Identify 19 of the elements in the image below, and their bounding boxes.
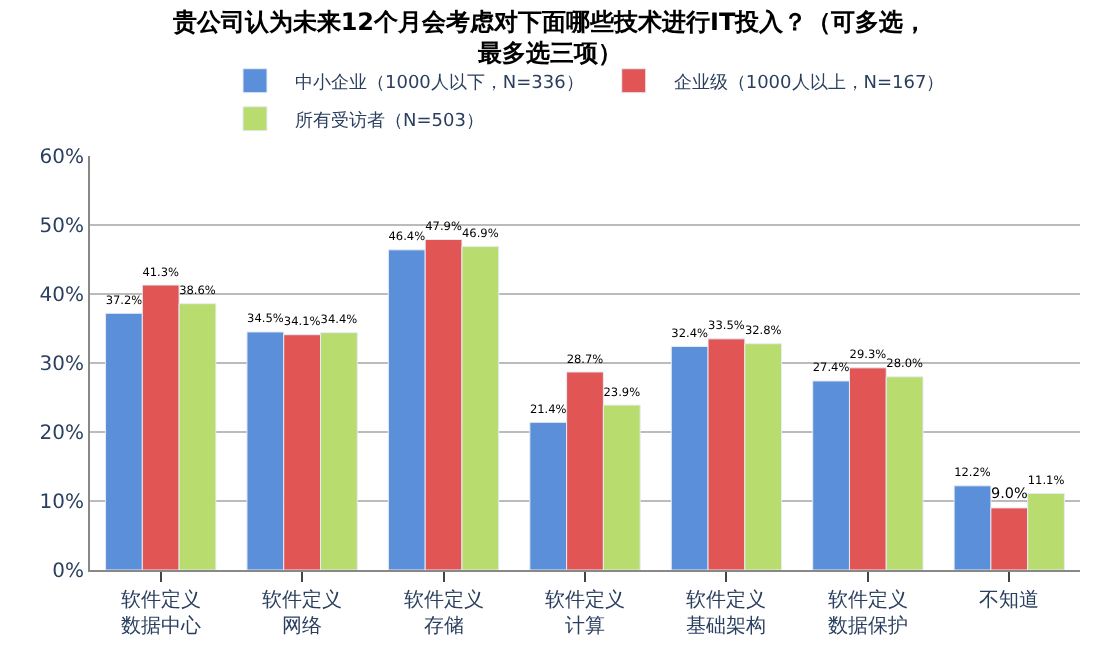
- x-tick-label: 软件定义网络: [262, 588, 343, 638]
- data-label: 9.0%: [990, 483, 1028, 502]
- x-tick-label: 软件定义基础架构: [686, 588, 767, 638]
- y-tick-label: 60%: [39, 147, 84, 169]
- x-tick-label: 不知道: [979, 588, 1040, 612]
- y-tick-label: 10%: [39, 492, 84, 514]
- x-tick-label: 软件定义存储: [403, 588, 484, 638]
- y-tick-label: 40%: [39, 285, 84, 307]
- y-tick-label: 20%: [39, 423, 84, 445]
- legend-label: 所有受访者（N=503）: [295, 109, 484, 132]
- chart-title: 贵公司认为未来12个月会考虑对下面哪些技术进行IT投入？（可多选，最多选三项）: [170, 7, 928, 67]
- y-tick-label: 50%: [39, 216, 84, 238]
- x-tick-label: 软件定义数据中心: [120, 588, 201, 638]
- x-tick-label: 软件定义数据保护: [827, 588, 908, 638]
- x-tick-label: 软件定义计算: [545, 588, 625, 638]
- y-tick-label: 0%: [52, 561, 84, 583]
- legend-label: 企业级（1000人以上，N=167）: [673, 71, 945, 94]
- y-tick-label: 30%: [39, 354, 84, 376]
- legend-label: 中小企业（1000人以下，N=336）: [295, 71, 584, 94]
